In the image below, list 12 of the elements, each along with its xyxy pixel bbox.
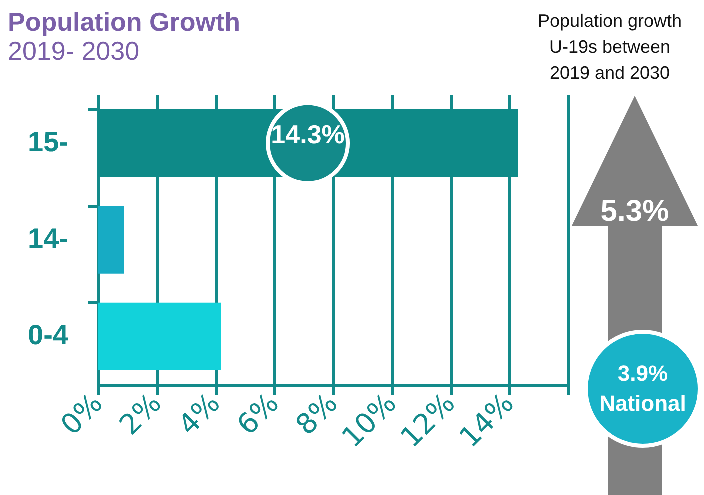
y-tick-label: 0-4 xyxy=(28,320,69,351)
x-tick-label: 4% xyxy=(172,386,227,442)
y-tick-label: 14- xyxy=(28,223,68,254)
x-tick-label: 0% xyxy=(54,386,110,442)
x-tick-label: 2% xyxy=(113,386,168,442)
chart-title: Population Growth xyxy=(8,7,241,37)
chart-subtitle: 2019- 2030 xyxy=(8,36,140,66)
x-tick-label: 6% xyxy=(230,386,286,442)
text: Population growth U-19s between 2019 and 2030 xyxy=(536,10,684,85)
y-tick-label: 15- xyxy=(28,126,68,158)
data-label: 14.3% xyxy=(271,119,345,150)
text: 5.3% xyxy=(600,195,670,229)
